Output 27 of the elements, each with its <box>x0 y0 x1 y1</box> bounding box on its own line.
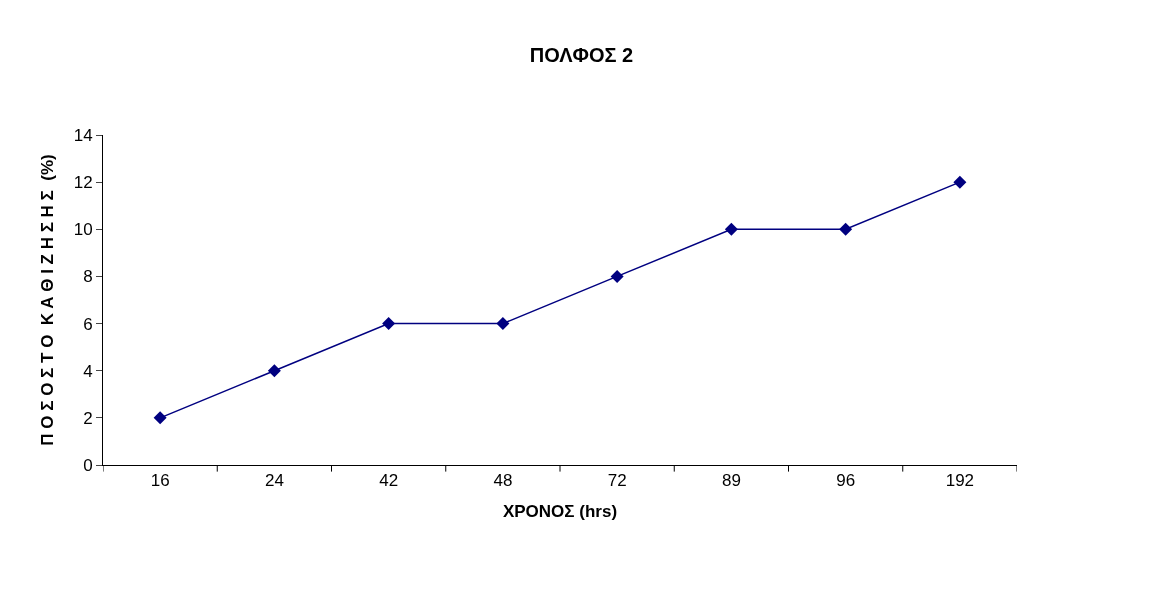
chart-title: ΠΟΛΦΟΣ 2 <box>529 44 634 67</box>
y-tick-label: 0 <box>83 455 93 475</box>
x-tick-label: 42 <box>379 471 399 491</box>
y-tick-label: 6 <box>83 314 93 334</box>
y-tick-label: 10 <box>73 220 93 240</box>
x-tick-label: 192 <box>945 471 975 491</box>
x-tick-label: 72 <box>607 471 627 491</box>
x-tick-label: 24 <box>264 471 284 491</box>
x-tick-label: 89 <box>721 471 741 491</box>
y-tick-label: 14 <box>73 125 93 145</box>
x-tick-label: 16 <box>150 471 170 491</box>
y-tick-label: 12 <box>73 173 93 193</box>
point <box>267 364 281 378</box>
point <box>496 317 510 331</box>
point <box>953 175 967 189</box>
x-tick-label: 48 <box>493 471 513 491</box>
y-tick-label: 4 <box>83 361 93 381</box>
point <box>153 411 167 425</box>
point <box>839 222 853 236</box>
point <box>382 317 396 331</box>
y-tick-label: 8 <box>83 267 93 287</box>
x-tick-label: 96 <box>836 471 856 491</box>
y-axis-title: Π Ο Σ Ο Σ Τ Ο Κ Α Θ Ι Ζ Η Σ Η Σ (%) <box>38 154 58 446</box>
point <box>610 269 624 283</box>
x-axis-title: ΧΡΟΝΟΣ (hrs) <box>502 501 618 521</box>
y-tick-label: 2 <box>83 408 93 428</box>
point <box>724 222 738 236</box>
